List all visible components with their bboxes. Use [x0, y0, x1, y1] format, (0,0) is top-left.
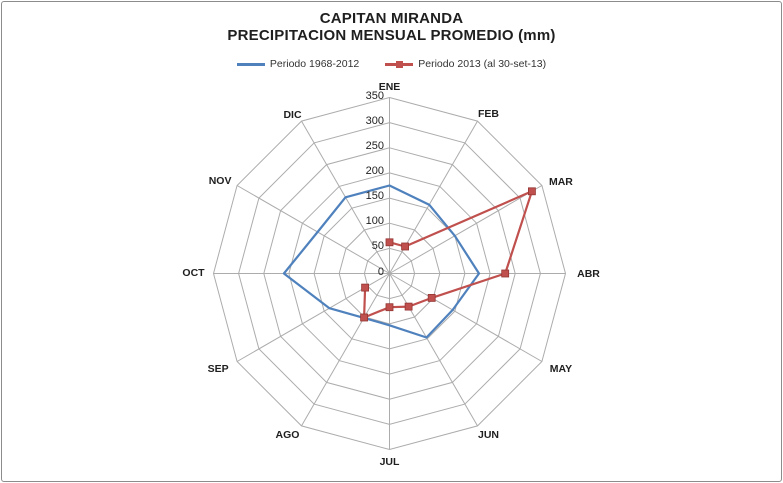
- gridline-spoke-nov: [236, 185, 390, 274]
- legend-line-square-swatch-red: [385, 60, 414, 69]
- series-1-marker-jun: [404, 302, 413, 311]
- category-label-jun: JUN: [477, 428, 500, 441]
- gridline-spoke-jun: [389, 273, 478, 427]
- category-label-nov: NOV: [208, 174, 232, 187]
- value-tick-200: 200: [365, 164, 384, 177]
- series-1-marker-abr: [501, 269, 510, 278]
- legend-line-swatch-blue: [236, 60, 265, 69]
- category-label-ago: AGO: [275, 428, 300, 441]
- value-tick-300: 300: [365, 114, 384, 127]
- value-tick-150: 150: [365, 190, 384, 203]
- series-1-marker-ene: [385, 238, 394, 247]
- series-1-marker-sep: [361, 283, 370, 292]
- legend-label: Periodo 2013 (al 30-set-13): [418, 58, 547, 70]
- category-label-jul: JUL: [379, 455, 400, 468]
- chart-title-line2: PRECIPITACION MENSUAL PROMEDIO (mm): [227, 27, 556, 44]
- category-label-sep: SEP: [207, 362, 229, 375]
- series-1-marker-feb: [401, 242, 410, 251]
- series-1-marker-jul: [385, 303, 394, 312]
- category-label-feb: FEB: [478, 108, 499, 121]
- legend-item-periodo-1968-2012: Periodo 1968-2012: [236, 58, 360, 70]
- category-label-mar: MAR: [548, 175, 573, 188]
- chart-title: CAPITAN MIRANDA PRECIPITACION MENSUAL PR…: [0, 10, 783, 44]
- category-label-ene: ENE: [378, 80, 401, 93]
- chart-title-line1: CAPITAN MIRANDA: [319, 10, 464, 27]
- legend-item-periodo-2013: Periodo 2013 (al 30-set-13): [385, 58, 546, 70]
- gridline-spoke-mar: [389, 185, 543, 274]
- gridline-spoke-ago: [301, 273, 390, 427]
- gridline-spoke-may: [389, 273, 543, 362]
- legend-label: Periodo 1968-2012: [269, 58, 360, 70]
- series-1-marker-mar: [528, 187, 536, 196]
- category-label-oct: OCT: [182, 266, 205, 279]
- series-line-0: [282, 184, 481, 339]
- value-tick-50: 50: [371, 240, 384, 253]
- value-tick-100: 100: [365, 215, 384, 228]
- value-tick-350: 350: [365, 89, 384, 102]
- value-tick-250: 250: [365, 139, 384, 152]
- category-label-dic: DIC: [283, 109, 302, 122]
- series-1-marker-ago: [360, 313, 369, 322]
- category-label-abr: ABR: [577, 267, 600, 280]
- category-label-may: MAY: [549, 362, 573, 375]
- series-1-marker-may: [427, 293, 436, 302]
- value-tick-0: 0: [377, 265, 384, 278]
- legend: Periodo 1968-2012 Periodo 2013 (al 30-se…: [0, 58, 783, 70]
